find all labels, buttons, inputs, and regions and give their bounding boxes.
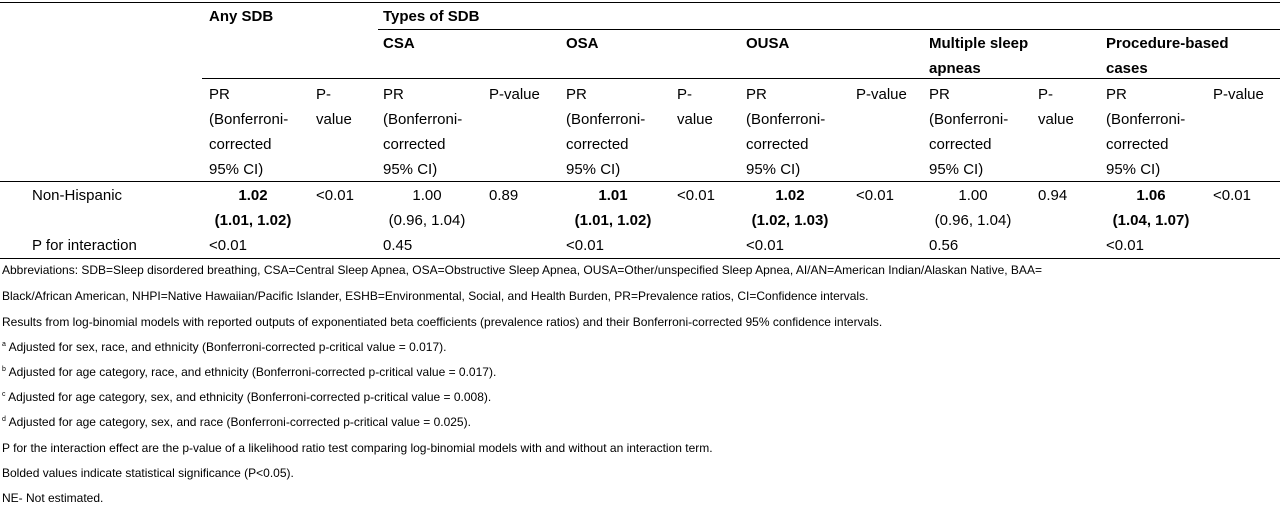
p-cell-ousa: <0.01 [856, 187, 894, 204]
interaction-cell-osa: <0.01 [566, 237, 604, 254]
pvalue-col-label-csa: P-value [489, 86, 540, 103]
interaction-cell-any: <0.01 [209, 237, 247, 254]
any-sdb-header: Any SDB [209, 8, 274, 25]
interaction-cell-multiple: 0.56 [929, 237, 959, 254]
footnote-abbreviations-1: Abbreviations: SDB=Sleep disordered brea… [2, 263, 1042, 277]
interaction-cell-csa: 0.45 [383, 237, 413, 254]
p-cell-osa: <0.01 [677, 187, 715, 204]
pvalue-col-label-osa: P-value [677, 86, 713, 128]
pvalue-col-label-multiple: P-value [1038, 86, 1074, 128]
group-header-osa: OSA [566, 35, 599, 52]
p-cell-multiple: 0.94 [1038, 187, 1068, 204]
footnote-c: c Adjusted for age category, sex, and et… [2, 390, 492, 404]
footnote-ne: NE- Not estimated. [2, 491, 104, 505]
interaction-cell-procedure: <0.01 [1106, 237, 1144, 254]
footnote-p-interaction: P for the interaction effect are the p-v… [2, 441, 713, 455]
pr-cell-procedure: 1.06 (1.04, 1.07) [1112, 187, 1190, 229]
pr-cell-osa: 1.01 (1.01, 1.02) [574, 187, 652, 229]
row-label-p-interaction: P for interaction [32, 237, 137, 254]
footnote-d: d Adjusted for age category, sex, and ra… [2, 415, 471, 429]
pr-cell-multiple: 1.00 (0.96, 1.04) [934, 187, 1012, 229]
footnote-bolded: Bolded values indicate statistical signi… [2, 466, 294, 480]
types-of-sdb-header: Types of SDB [383, 8, 480, 25]
pvalue-col-label-any: P-value [316, 86, 352, 128]
group-header-ousa: OUSA [746, 35, 790, 52]
subgroup-rule [202, 78, 1280, 79]
table-bottom-rule [0, 258, 1280, 259]
pr-col-label-csa: PR (Bonferroni-corrected 95% CI) [383, 86, 463, 178]
row-label-non-hispanic: Non-Hispanic [32, 187, 123, 204]
pr-col-label-ousa: PR (Bonferroni-corrected 95% CI) [746, 86, 826, 178]
pr-cell-csa: 1.00 (0.96, 1.04) [388, 187, 466, 229]
header-bottom-rule [0, 181, 1280, 182]
footnote-b: b Adjusted for age category, race, and e… [2, 365, 497, 379]
group-header-procedure: Procedure-based cases [1106, 35, 1229, 77]
p-cell-csa: 0.89 [489, 187, 519, 204]
pr-cell-ousa: 1.02 (1.02, 1.03) [751, 187, 829, 229]
footnote-abbreviations-2: Black/African American, NHPI=Native Hawa… [2, 289, 869, 303]
interaction-cell-ousa: <0.01 [746, 237, 784, 254]
table-top-rule [0, 2, 1280, 3]
p-cell-procedure: <0.01 [1213, 187, 1251, 204]
pvalue-col-label-procedure: P-value [1213, 86, 1264, 103]
pr-col-label-any: PR (Bonferroni-corrected 95% CI) [209, 86, 289, 178]
pr-cell-any: 1.02 (1.01, 1.02) [214, 187, 292, 229]
group-header-csa: CSA [383, 35, 415, 52]
p-cell-any: <0.01 [316, 187, 354, 204]
footnote-a: a Adjusted for sex, race, and ethnicity … [2, 340, 447, 354]
group-header-multiple: Multiple sleep apneas [929, 35, 1029, 77]
footnote-results: Results from log-binomial models with re… [2, 315, 883, 329]
pr-col-label-multiple: PR (Bonferroni-corrected 95% CI) [929, 86, 1009, 178]
pr-col-label-procedure: PR (Bonferroni-corrected 95% CI) [1106, 86, 1186, 178]
pr-col-label-osa: PR (Bonferroni-corrected 95% CI) [566, 86, 646, 178]
types-group-rule [378, 29, 1280, 30]
pvalue-col-label-ousa: P-value [856, 86, 907, 103]
